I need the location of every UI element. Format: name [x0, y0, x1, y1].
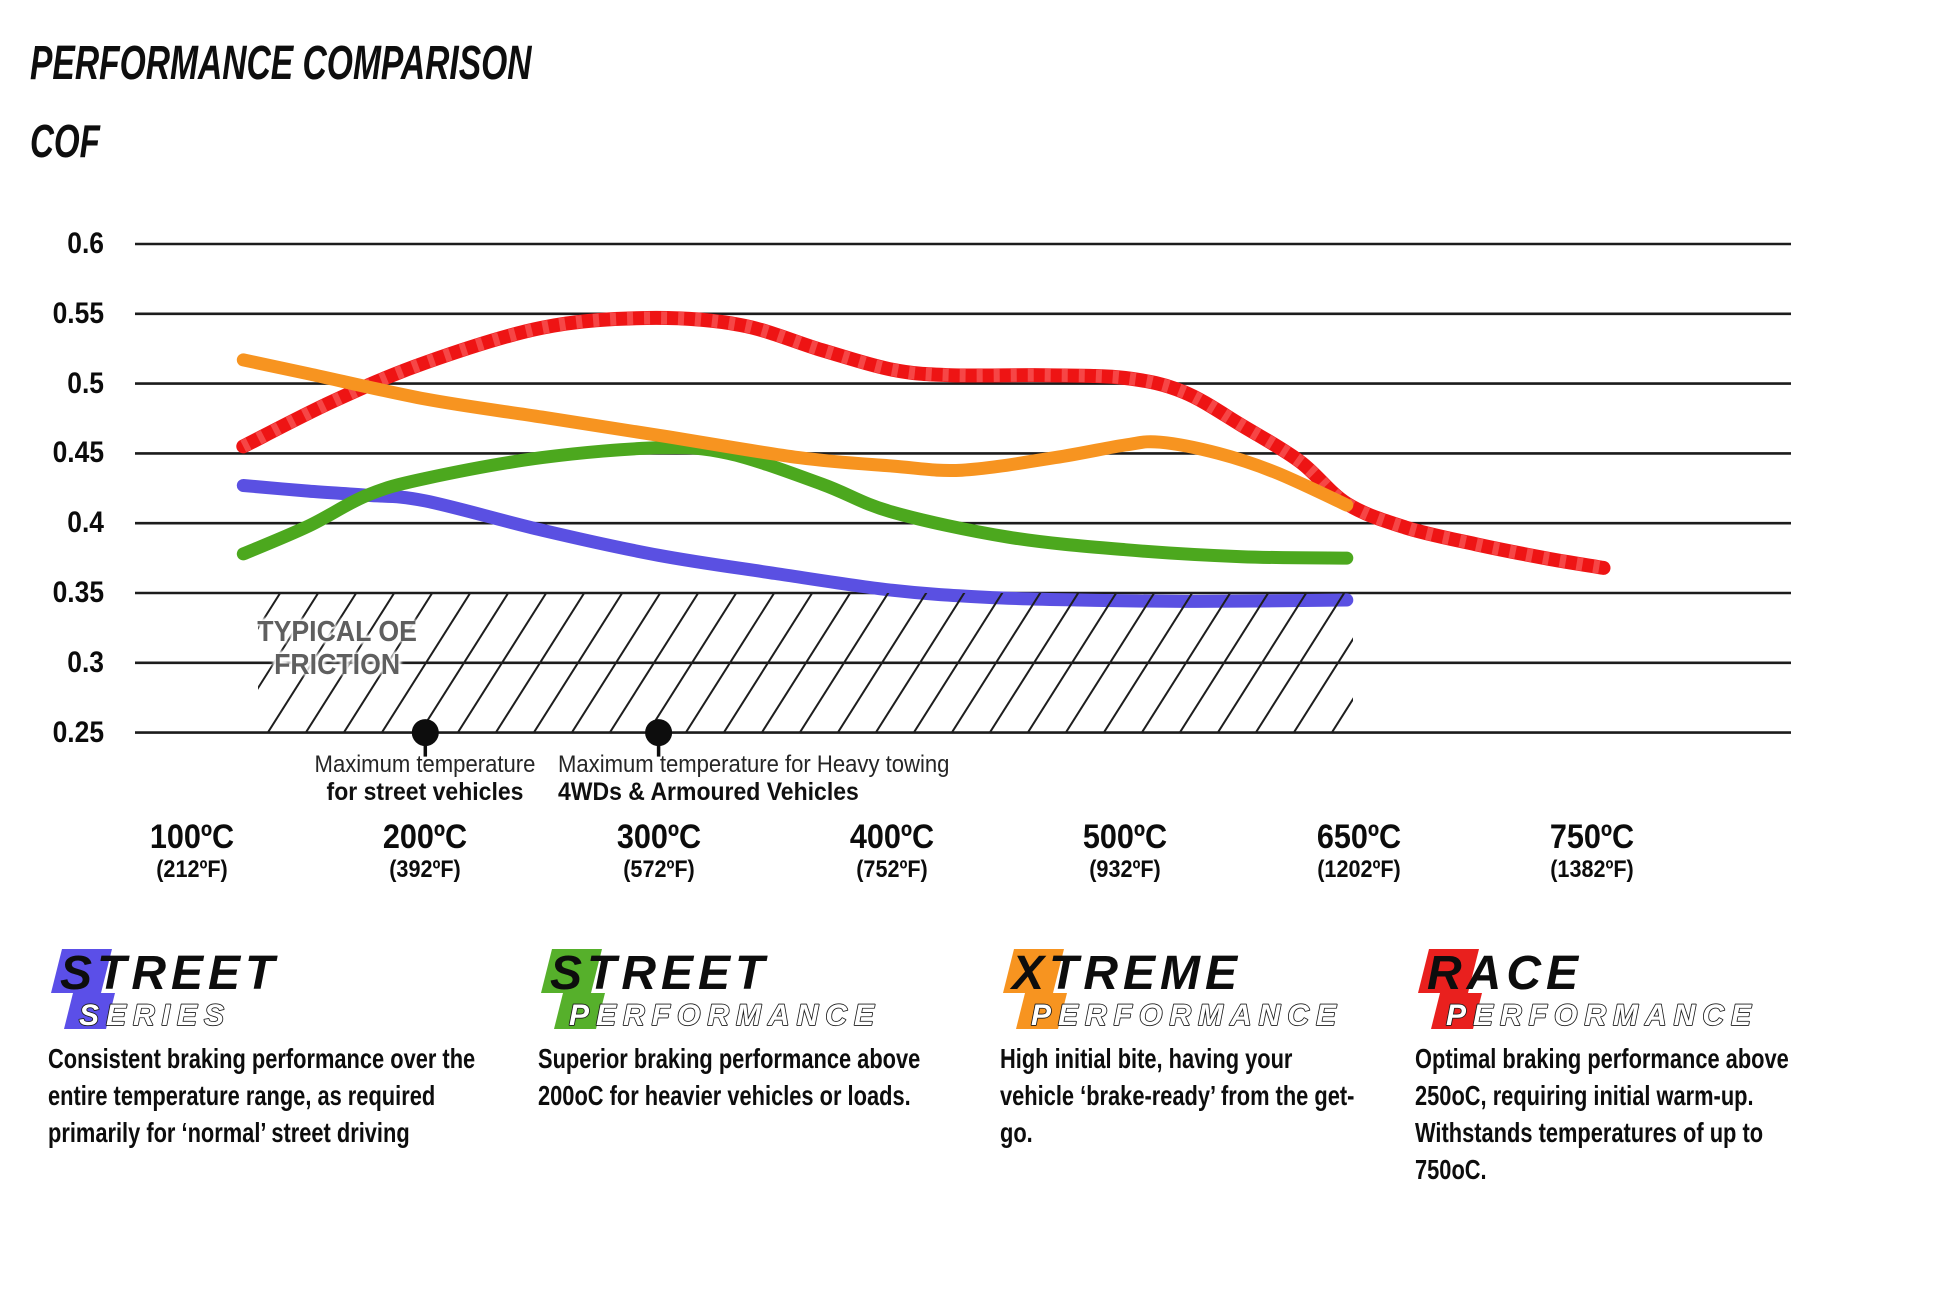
logo-block-bottom [554, 993, 605, 1029]
x-tick-celsius: 100ºC [149, 818, 235, 856]
x-tick-300ºC: 300ºC (572ºF) [569, 818, 749, 884]
x-tick-fahrenheit: (392ºF) [389, 856, 462, 883]
annotation-street-vehicles: Maximum temperature for street vehicles [210, 751, 640, 807]
logo-word2: PERFORMANCE [569, 999, 881, 1032]
typical-oe-friction-label: TYPICAL OE FRICTION [252, 616, 422, 682]
x-tick-celsius: 650ºC [1316, 818, 1401, 856]
page-title: PERFORMANCE COMPARISON [30, 37, 532, 90]
max-temperature-dot-200ºC [411, 719, 439, 747]
logo-word1: STREET [550, 948, 769, 1000]
legend-description: Superior braking performance above 200oC… [538, 1043, 921, 1111]
x-tick-650ºC: 650ºC (1202ºF) [1269, 818, 1449, 884]
legend-xtreme-performance: XTREME PERFORMANCE High initial bite, havi… [1000, 948, 1470, 1148]
curve-street-series [236, 479, 1354, 608]
y-tick-0.4: 0.4 [67, 506, 104, 540]
annotation-line1: Maximum temperature [314, 751, 536, 778]
logo-block-top [541, 949, 602, 993]
logo-block-top [1418, 949, 1479, 993]
x-tick-fahrenheit: (572ºF) [622, 856, 695, 883]
logo-block-bottom [64, 993, 115, 1029]
legend-street-performance: STREET PERFORMANCE Superior braking perfor… [538, 948, 1008, 1111]
legend-street-series: STREET SERIES Consistent braking performan… [48, 948, 518, 1148]
x-tick-celsius: 200ºC [383, 818, 468, 856]
annotation-line1: Maximum temperature for Heavy towing [558, 751, 950, 778]
logo-block-top [51, 949, 112, 993]
logo-block-top [1003, 949, 1064, 993]
y-tick-0.55: 0.55 [52, 296, 104, 330]
x-tick-fahrenheit: (1202ºF) [1316, 856, 1401, 883]
legend-description: Consistent braking performance over the … [48, 1043, 476, 1148]
x-tick-500ºC: 500ºC (932ºF) [1035, 818, 1215, 884]
x-tick-fahrenheit: (212ºF) [156, 856, 228, 883]
curve-texture [240, 311, 1605, 575]
logo-block-bottom [1016, 993, 1067, 1029]
annotation-heavy-towing: Maximum temperature for Heavy towing 4WDs… [558, 751, 1078, 807]
logo-block-bottom [1431, 993, 1482, 1029]
max-temperature-dot-300ºC [645, 719, 673, 747]
y-axis-title: COF [30, 115, 100, 167]
curve-street-performance [236, 441, 1354, 565]
y-tick-0.45: 0.45 [52, 436, 104, 470]
annotation-line2: for street vehicles [326, 778, 524, 806]
logo-word1: STREET [60, 948, 279, 1000]
y-tick-0.25: 0.25 [52, 715, 104, 749]
x-tick-celsius: 750ºC [1549, 818, 1634, 856]
x-tick-celsius: 300ºC [616, 818, 701, 856]
legend-description: High initial bite, having your vehicle ‘… [1000, 1043, 1355, 1148]
x-tick-400ºC: 400ºC (752ºF) [802, 818, 982, 884]
logo-word2: PERFORMANCE [1031, 999, 1343, 1032]
y-tick-0.3: 0.3 [67, 645, 104, 679]
x-tick-fahrenheit: (1382ºF) [1550, 856, 1634, 883]
x-tick-celsius: 400ºC [849, 818, 935, 856]
y-tick-0.6: 0.6 [67, 227, 104, 260]
oe-label-line2: FRICTION [274, 649, 401, 681]
y-tick-0.5: 0.5 [67, 366, 104, 400]
x-tick-750ºC: 750ºC (1382ºF) [1502, 818, 1682, 884]
curve-race-performance [236, 310, 1611, 575]
logo-word2: SERIES [79, 999, 231, 1032]
oe-label-line1: TYPICAL OE [257, 616, 417, 648]
x-tick-celsius: 500ºC [1083, 818, 1168, 856]
legend-description: Optimal braking performance above 250oC,… [1415, 1043, 1789, 1185]
logo-word2: PERFORMANCE [1446, 999, 1758, 1032]
y-tick-0.35: 0.35 [52, 576, 104, 609]
annotation-line2: 4WDs & Armoured Vehicles [558, 778, 859, 806]
curve-xtreme-performance [236, 353, 1354, 512]
typical-oe-friction-hatch [258, 593, 1353, 733]
x-tick-fahrenheit: (752ºF) [856, 856, 928, 883]
logo-word1: RACE [1427, 948, 1583, 1000]
x-tick-200ºC: 200ºC (392ºF) [335, 818, 515, 884]
logo-word1: XTREME [1009, 948, 1242, 1000]
legend-race-performance: RACE PERFORMANCE Optimal braking performan… [1415, 948, 1885, 1185]
x-tick-fahrenheit: (932ºF) [1089, 856, 1161, 883]
x-tick-100ºC: 100ºC (212ºF) [102, 818, 282, 884]
